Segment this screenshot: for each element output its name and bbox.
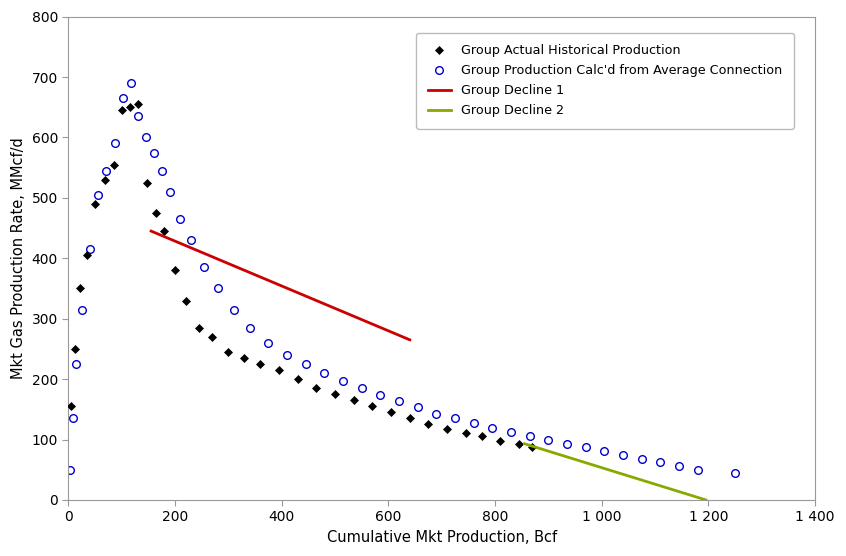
Group Actual Historical Production [367,403,377,410]
Group Production Calc'd from Average Connection [338,378,349,384]
Group Actual Historical Production [330,391,340,398]
Group Actual Historical Production [90,201,100,207]
Group Production Calc'd from Average Connection [165,188,175,195]
Group Production Calc'd from Average Connection [282,351,292,358]
Group Decline 2 [519,440,530,447]
Group Actual Historical Production [117,107,127,113]
Group Production Calc'd from Average Connection [228,306,239,313]
Group Production Calc'd from Average Connection [320,370,330,376]
Group Production Calc'd from Average Connection [600,448,610,454]
Group Production Calc'd from Average Connection [157,167,167,174]
Group Actual Historical Production [386,409,396,416]
Group Production Calc'd from Average Connection [394,398,404,405]
Group Production Calc'd from Average Connection [244,324,255,331]
Group Production Calc'd from Average Connection [730,469,740,476]
Group Production Calc'd from Average Connection [85,246,95,252]
Group Actual Historical Production [109,161,119,168]
Group Production Calc'd from Average Connection [65,466,75,473]
Group Actual Historical Production [133,101,143,107]
Group Production Calc'd from Average Connection [186,237,196,244]
Line: Group Production Calc'd from Average Connection: Group Production Calc'd from Average Con… [66,80,739,476]
Group Production Calc'd from Average Connection [637,455,647,462]
Group Decline 1 [146,228,157,235]
Group Actual Historical Production [274,367,284,374]
Group Actual Historical Production [142,180,152,186]
Group Actual Historical Production [477,433,487,440]
Group Production Calc'd from Average Connection [175,216,185,222]
Legend: Group Actual Historical Production, Group Production Calc'd from Average Connect: Group Actual Historical Production, Grou… [416,33,794,129]
Group Production Calc'd from Average Connection [133,113,143,120]
Group Production Calc'd from Average Connection [68,415,78,421]
Group Actual Historical Production [181,297,191,304]
Group Production Calc'd from Average Connection [71,361,81,368]
Group Production Calc'd from Average Connection [110,140,120,147]
Group Production Calc'd from Average Connection [450,415,460,421]
Group Production Calc'd from Average Connection [93,191,103,198]
Group Actual Historical Production [75,285,85,292]
Group Production Calc'd from Average Connection [580,444,591,451]
Group Actual Historical Production [170,267,180,274]
Group Production Calc'd from Average Connection [376,392,386,399]
Group Actual Historical Production [255,361,266,368]
Group Production Calc'd from Average Connection [431,410,442,417]
Group Production Calc'd from Average Connection [200,264,210,271]
Group Actual Historical Production [194,324,204,331]
Group Production Calc'd from Average Connection [674,463,684,469]
Group Decline 2 [700,497,711,503]
Group Actual Historical Production [496,438,506,444]
Group Production Calc'd from Average Connection [357,385,367,391]
Group Production Calc'd from Average Connection [118,95,128,102]
Group Production Calc'd from Average Connection [263,340,273,346]
Group Production Calc'd from Average Connection [618,451,629,458]
Group Actual Historical Production [423,421,433,428]
Group Actual Historical Production [311,385,321,391]
Group Actual Historical Production [69,345,80,352]
Group Production Calc'd from Average Connection [693,466,703,473]
Line: Group Decline 2: Group Decline 2 [525,444,706,500]
Group Actual Historical Production [100,176,110,183]
Y-axis label: Mkt Gas Production Rate, MMcf/d: Mkt Gas Production Rate, MMcf/d [11,137,26,379]
Group Production Calc'd from Average Connection [487,425,497,431]
Group Actual Historical Production [82,252,92,259]
Group Production Calc'd from Average Connection [506,429,516,435]
Group Production Calc'd from Average Connection [562,440,572,447]
Group Production Calc'd from Average Connection [77,306,87,313]
Group Actual Historical Production [151,210,162,216]
Group Actual Historical Production [514,441,525,448]
Line: Group Decline 1: Group Decline 1 [151,231,409,340]
Group Production Calc'd from Average Connection [126,80,136,86]
Line: Group Actual Historical Production: Group Actual Historical Production [68,101,536,450]
Group Production Calc'd from Average Connection [101,167,111,174]
Group Production Calc'd from Average Connection [300,361,310,368]
Group Actual Historical Production [404,415,415,421]
Group Actual Historical Production [66,403,76,410]
X-axis label: Cumulative Mkt Production, Bcf: Cumulative Mkt Production, Bcf [327,530,557,545]
Group Production Calc'd from Average Connection [656,459,666,466]
Group Production Calc'd from Average Connection [543,437,553,444]
Group Actual Historical Production [124,104,135,111]
Group Actual Historical Production [207,334,217,340]
Group Production Calc'd from Average Connection [140,134,151,141]
Group Actual Historical Production [442,425,453,432]
Group Actual Historical Production [293,376,303,383]
Group Actual Historical Production [461,430,471,437]
Group Production Calc'd from Average Connection [212,285,222,292]
Group Actual Historical Production [527,444,537,450]
Group Production Calc'd from Average Connection [149,149,159,156]
Group Decline 1 [404,336,415,343]
Group Production Calc'd from Average Connection [413,404,423,411]
Group Actual Historical Production [239,355,250,361]
Group Production Calc'd from Average Connection [525,433,535,440]
Group Actual Historical Production [159,228,169,235]
Group Actual Historical Production [223,349,233,355]
Group Production Calc'd from Average Connection [469,420,479,426]
Group Actual Historical Production [349,397,359,404]
